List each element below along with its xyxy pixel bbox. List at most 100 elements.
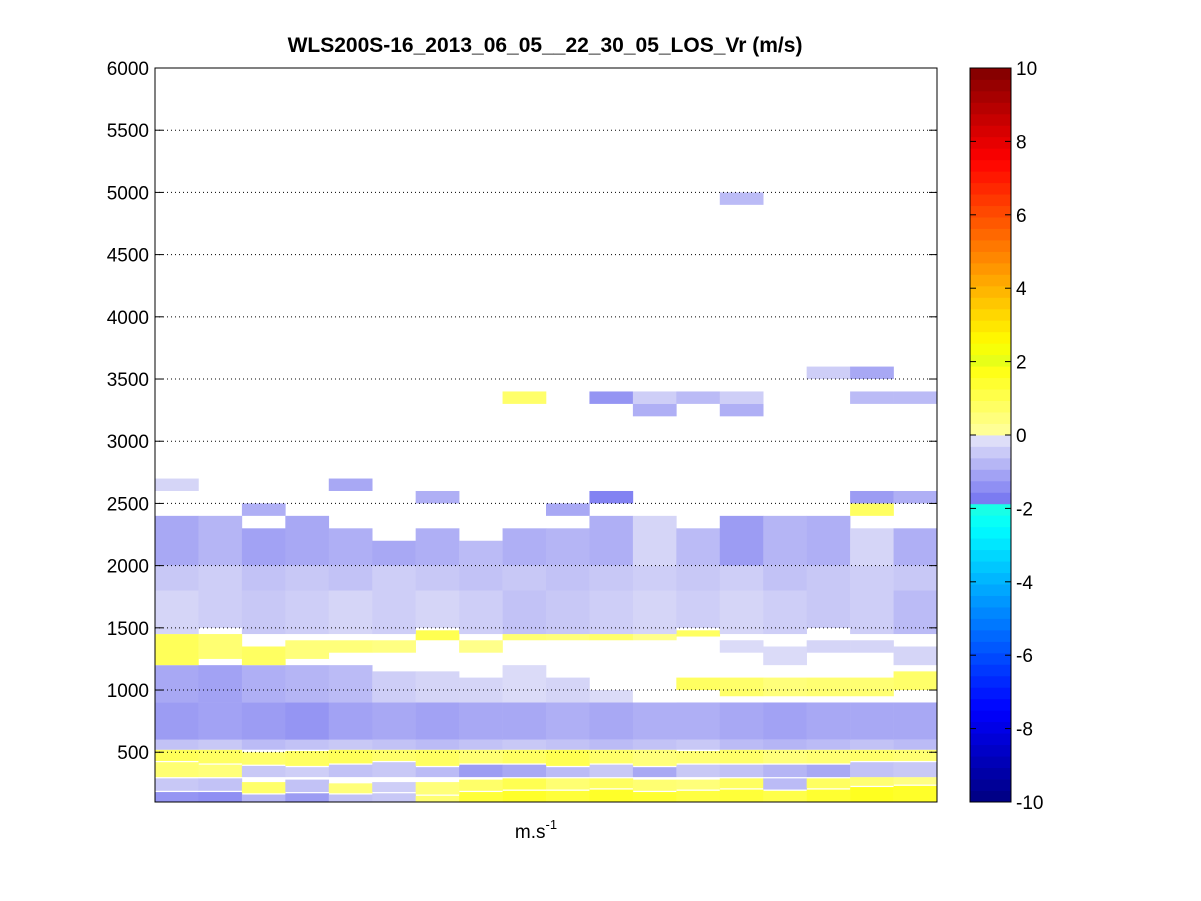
heatmap-cell xyxy=(459,590,503,635)
colorbar-stripe xyxy=(970,217,1011,229)
heatmap-cell xyxy=(893,391,938,404)
heatmap-cell xyxy=(676,790,721,802)
colorbar-stripe xyxy=(970,652,1011,665)
heatmap-cell xyxy=(850,391,894,404)
heatmap-cell xyxy=(719,403,764,417)
heatmap-cell xyxy=(155,792,199,802)
heatmap-cell xyxy=(415,671,460,703)
heatmap-cell xyxy=(415,702,460,740)
colorbar-stripe xyxy=(970,515,1011,528)
heatmap-cell xyxy=(198,665,243,703)
heatmap-cell xyxy=(372,565,416,591)
heatmap-cell xyxy=(459,739,503,750)
heatmap-cell xyxy=(589,789,634,802)
heatmap-cell xyxy=(676,779,721,790)
heatmap-cell xyxy=(589,490,634,504)
heatmap-cell xyxy=(632,590,677,635)
heatmap-cell xyxy=(155,762,199,778)
colorbar-stripe xyxy=(970,400,1011,413)
heatmap-cell xyxy=(415,782,460,795)
plot-area: 500 1000 1500 2000 2500 3000 3500 4000 4500 5000 5… xyxy=(107,59,938,803)
colorbar-tick-label: 8 xyxy=(1016,132,1027,153)
heatmap-cell xyxy=(372,590,416,635)
heatmap-cell xyxy=(546,503,590,516)
heatmap-cell xyxy=(415,739,460,750)
heatmap-cell xyxy=(328,794,373,802)
colorbar-stripe xyxy=(970,721,1011,734)
heatmap-cell xyxy=(155,634,199,666)
heatmap-cell xyxy=(372,640,416,653)
heatmap-cell xyxy=(589,739,634,750)
colorbar-stripe xyxy=(970,675,1011,688)
heatmap-cell xyxy=(763,565,807,591)
heatmap-cell xyxy=(589,778,634,789)
colorbar-tick-label: -8 xyxy=(1016,720,1033,741)
colorbar-stripe xyxy=(970,423,1011,436)
heatmap-cell xyxy=(459,640,503,653)
heatmap-cell xyxy=(546,702,590,740)
heatmap-cell xyxy=(763,590,807,635)
colorbar-stripe xyxy=(970,538,1011,551)
heatmap-cell xyxy=(806,789,851,802)
heatmap-cell xyxy=(241,528,286,566)
heatmap-cell xyxy=(415,630,460,641)
heatmap-cell xyxy=(502,665,547,703)
heatmap-cell xyxy=(372,782,416,793)
heatmap-cell xyxy=(893,490,938,504)
heatmap-cell xyxy=(198,702,243,740)
heatmap-cell xyxy=(676,764,721,778)
colorbar-stripe xyxy=(970,274,1011,287)
heatmap-cell xyxy=(589,590,634,635)
heatmap-cell xyxy=(676,590,721,628)
heatmap-cell xyxy=(850,762,894,778)
heatmap-cell xyxy=(546,749,590,766)
heatmap-cell xyxy=(763,677,807,697)
y-tick-label: 1500 xyxy=(107,619,149,640)
heatmap-cell xyxy=(198,749,243,764)
heatmap-cell xyxy=(806,677,851,697)
heatmap-cell xyxy=(850,777,894,786)
colorbar-stripe xyxy=(970,262,1011,275)
heatmap-cell xyxy=(502,778,547,790)
heatmap-cell xyxy=(806,749,851,764)
heatmap-cell xyxy=(589,749,634,764)
heatmap-cell xyxy=(719,789,764,802)
heatmap-cell xyxy=(285,767,330,778)
heatmap-cell xyxy=(328,783,373,794)
heatmap-cell xyxy=(198,634,243,659)
heatmap-cell xyxy=(546,739,590,750)
heatmap-cell xyxy=(502,634,547,641)
heatmap-cell xyxy=(763,790,807,802)
heatmap-cell xyxy=(502,590,547,635)
heatmap-cell xyxy=(632,634,677,641)
heatmap-cell xyxy=(676,565,721,591)
heatmap-cell xyxy=(502,764,547,778)
heatmap-cell xyxy=(459,792,503,802)
heatmap-cell xyxy=(285,590,330,635)
heatmap-cell xyxy=(328,590,373,635)
heatmap-cell xyxy=(589,690,634,703)
colorbar-stripe xyxy=(970,607,1011,619)
colorbar-stripe xyxy=(970,687,1011,700)
y-tick-label: 4500 xyxy=(107,246,149,267)
heatmap-cell xyxy=(632,391,677,404)
colorbar-stripe xyxy=(970,733,1011,746)
heatmap-cell xyxy=(546,634,590,641)
heatmap-cell xyxy=(415,767,460,778)
heatmap-cell xyxy=(806,515,851,566)
heatmap-cell xyxy=(850,490,894,504)
heatmap-cell xyxy=(198,778,243,791)
heatmap-cell xyxy=(763,749,807,764)
heatmap-cell xyxy=(893,762,938,778)
colorbar-stripe xyxy=(970,389,1011,401)
heatmap-cell xyxy=(328,764,373,778)
heatmap-cell xyxy=(850,640,894,653)
y-tick-label: 3000 xyxy=(107,432,149,453)
heatmap-cell xyxy=(546,767,590,778)
heatmap-cell xyxy=(719,702,764,740)
heatmap-cell xyxy=(632,515,677,566)
heatmap-cell xyxy=(676,677,721,691)
heatmap-cell xyxy=(459,565,503,591)
heatmap-cell xyxy=(285,779,330,793)
